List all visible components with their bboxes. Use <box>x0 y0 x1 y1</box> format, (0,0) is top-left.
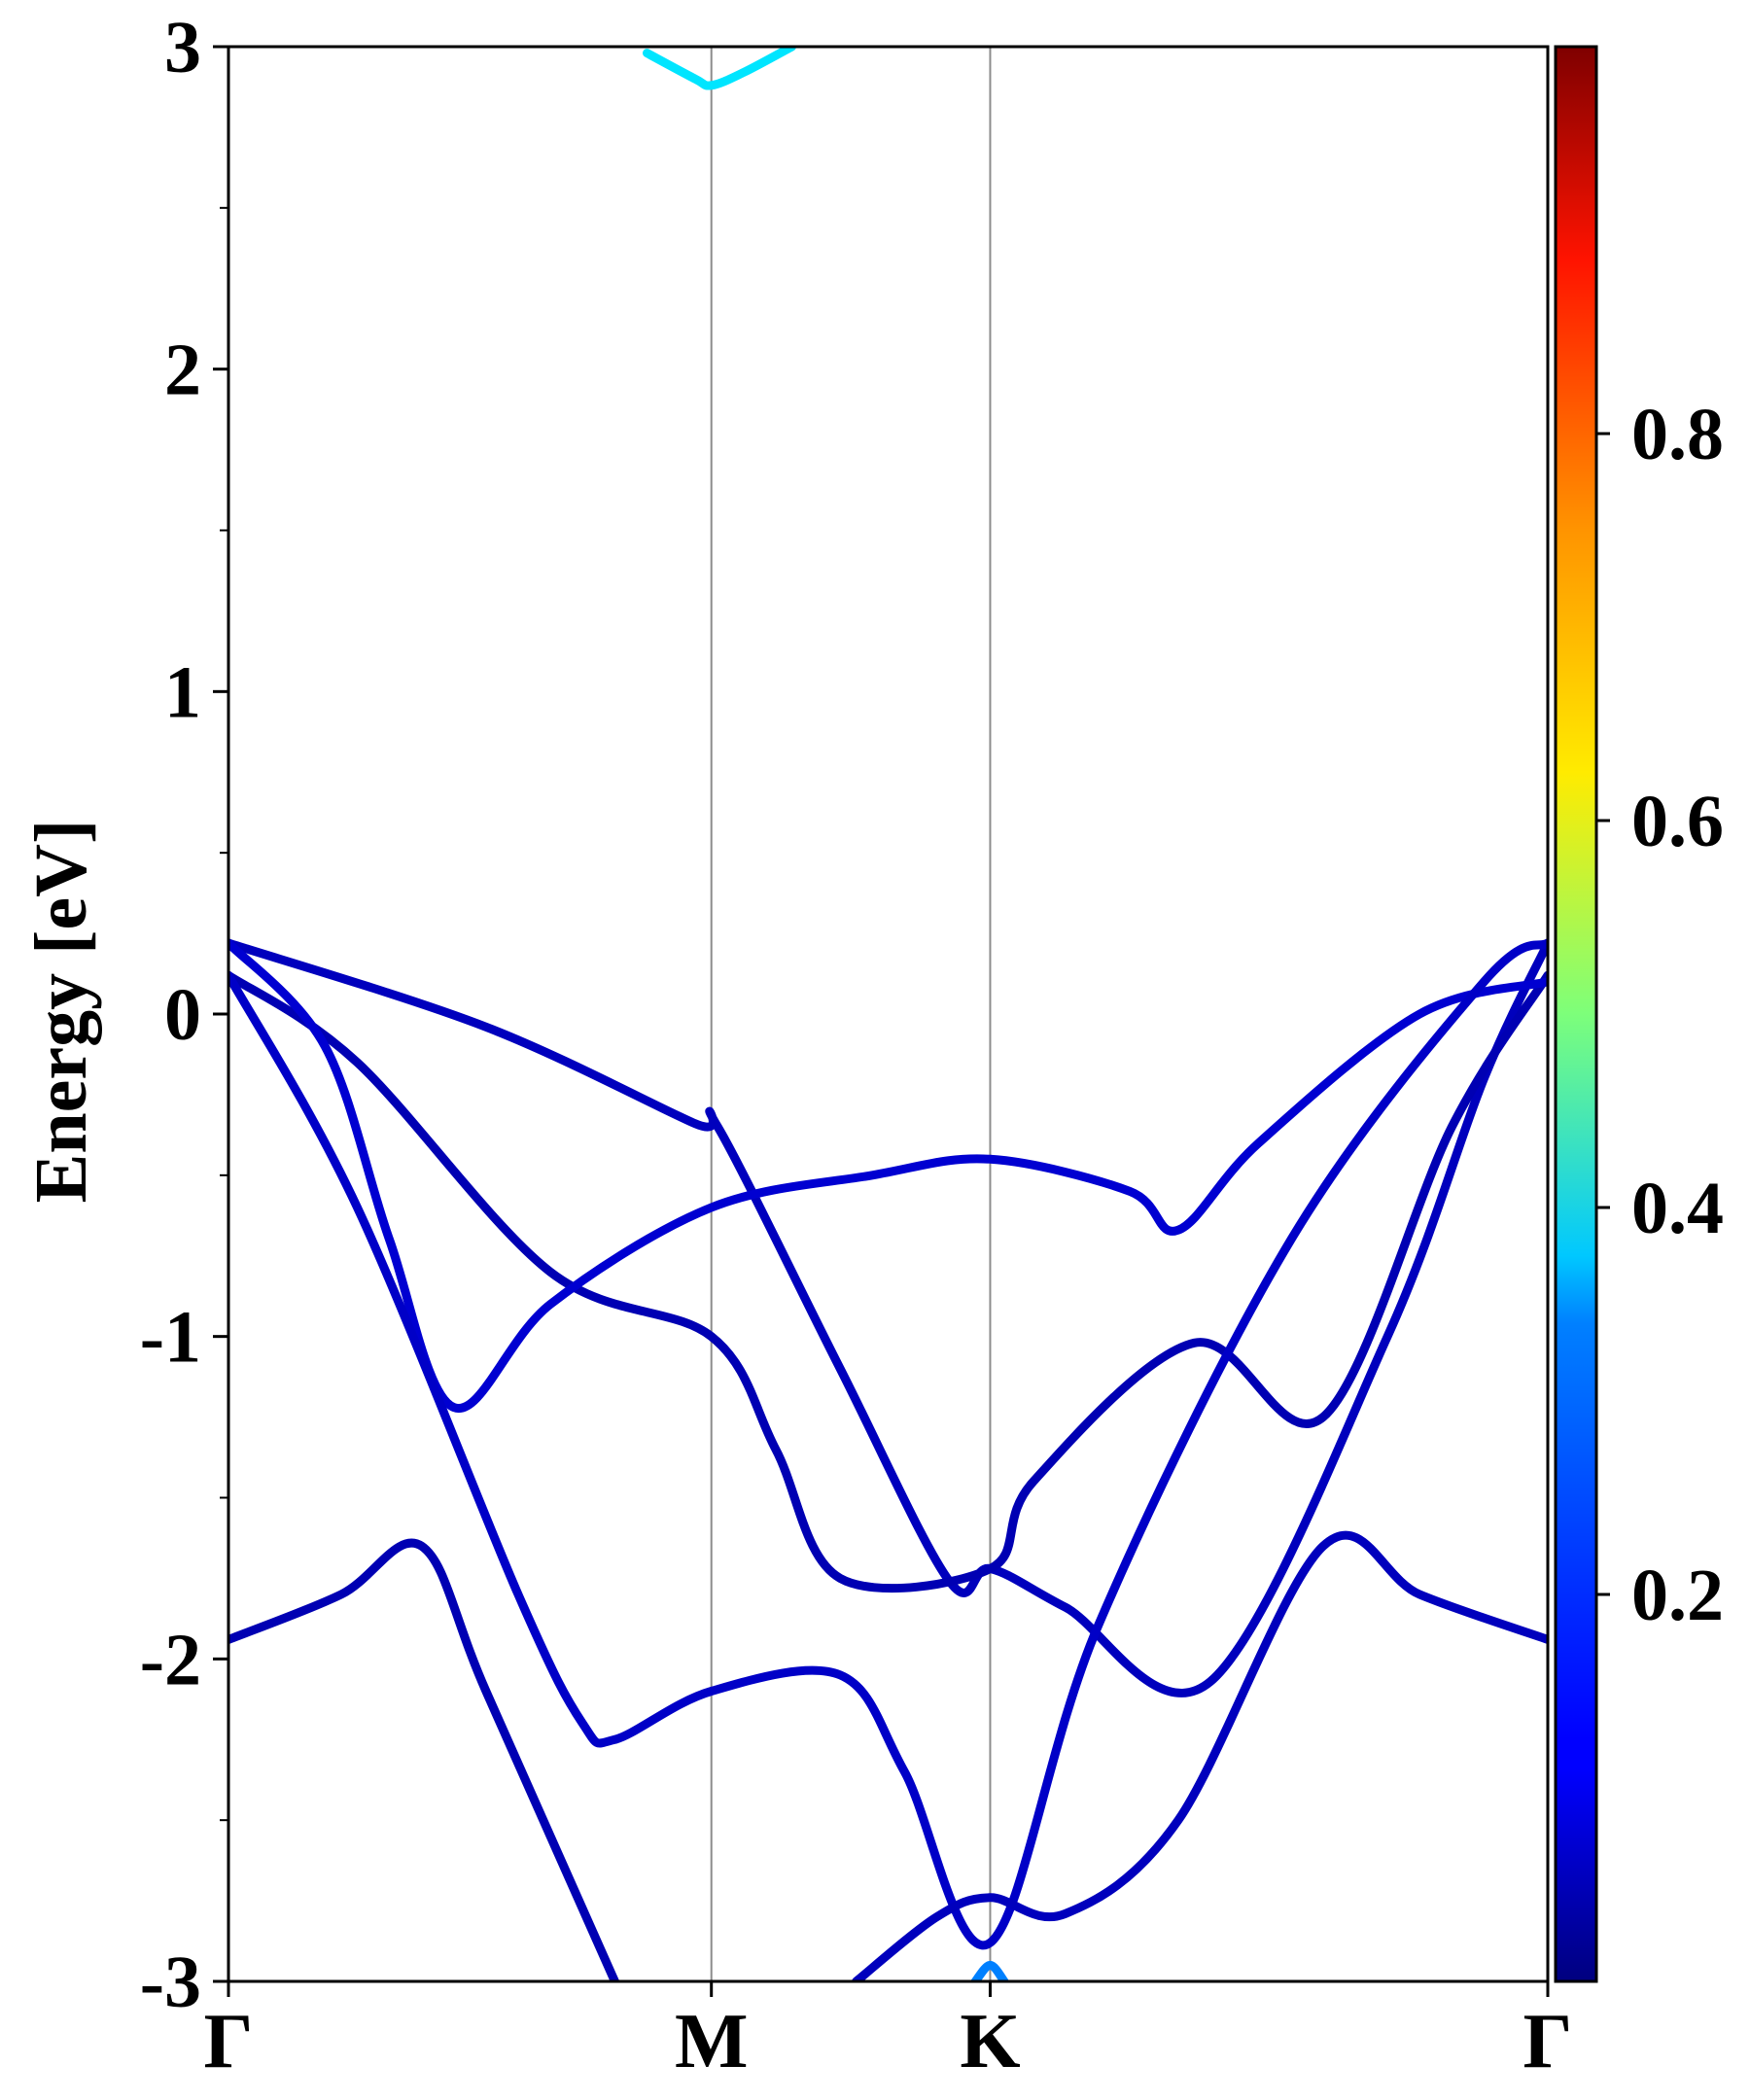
y-axis-ticks: 3 2 1 0 -1 -2 -3 <box>140 7 228 2023</box>
band-line <box>970 1960 1009 1981</box>
high-symmetry-lines <box>710 47 992 1981</box>
band-line <box>228 1538 619 1981</box>
band-line <box>228 938 1548 1950</box>
x-tick-label: K <box>960 1999 1020 2084</box>
y-tick-label: 3 <box>164 7 201 88</box>
band-line <box>228 938 1548 1698</box>
colorbar-ticks: 0.2 0.4 0.6 0.8 <box>1596 394 1724 1636</box>
y-tick-label: -2 <box>140 1619 201 1700</box>
y-tick-label: 0 <box>164 974 201 1056</box>
y-tick-label: 1 <box>164 651 201 733</box>
band-lines <box>228 47 1548 1981</box>
colorbar-tick-label: 0.8 <box>1631 394 1724 475</box>
band-line <box>228 938 1548 1414</box>
colorbar <box>1554 45 1598 1983</box>
y-tick-label: 2 <box>164 330 201 411</box>
band-line <box>643 47 796 90</box>
colorbar-tick-label: 0.4 <box>1631 1168 1724 1249</box>
x-tick-label: Γ <box>204 1999 254 2084</box>
x-tick-label: M <box>675 1999 749 2084</box>
band-line <box>228 970 1548 1593</box>
x-tick-label: Γ <box>1523 1999 1573 2084</box>
plot-frame <box>227 45 1550 1983</box>
y-axis-label: Energy [eV] <box>20 820 102 1204</box>
colorbar-tick-label: 0.2 <box>1631 1555 1724 1636</box>
y-tick-label: -1 <box>140 1297 201 1379</box>
band-line <box>852 1530 1548 1981</box>
y-tick-label: -3 <box>140 1942 201 2023</box>
colorbar-tick-label: 0.6 <box>1631 781 1724 862</box>
